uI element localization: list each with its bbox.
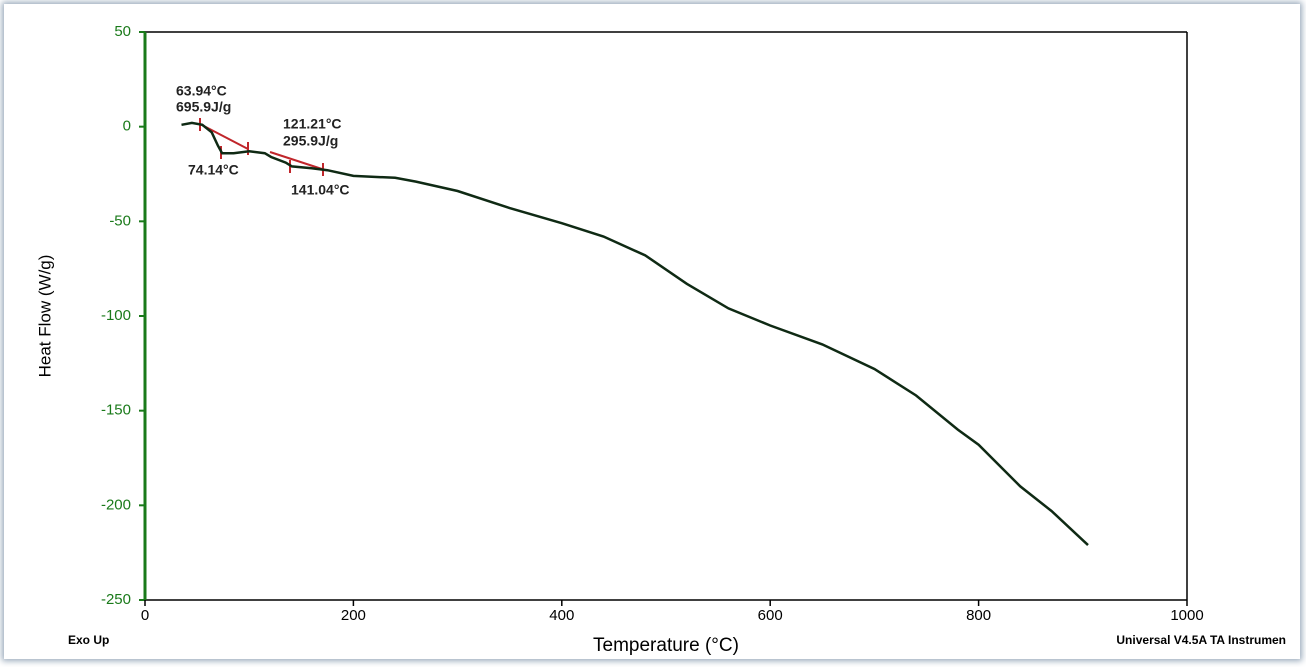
annotation: 295.9J/g: [283, 133, 338, 149]
heat-flow-curve: [181, 121, 1089, 547]
annotation: 63.94°C: [176, 83, 227, 99]
y-tick-label: -200: [101, 496, 131, 513]
x-tick-label: 600: [758, 607, 783, 624]
x-tick-label: 800: [966, 607, 991, 624]
x-tick-label: 400: [549, 607, 574, 624]
y-tick-label: -100: [101, 307, 131, 324]
y-tick-label: -50: [109, 212, 131, 229]
y-tick-label: 0: [123, 118, 131, 135]
y-tick-label: -250: [101, 591, 131, 608]
y-tick-label: -150: [101, 402, 131, 419]
y-axis-label: Heat Flow (W/g): [35, 255, 54, 378]
corner-left: Exo Up: [68, 633, 109, 647]
x-axis-label: Temperature (°C): [593, 635, 739, 656]
annotation: 695.9J/g: [176, 99, 231, 115]
annotation: 121.21°C: [283, 116, 342, 132]
annotation: 141.04°C: [291, 182, 350, 198]
corner-right: Universal V4.5A TA Instrumen: [1116, 633, 1286, 647]
annotation: 74.14°C: [188, 162, 239, 178]
x-tick-label: 200: [341, 607, 366, 624]
x-tick-label: 1000: [1170, 607, 1203, 624]
y-tick-label: 50: [114, 23, 131, 40]
x-tick-label: 0: [141, 607, 149, 624]
